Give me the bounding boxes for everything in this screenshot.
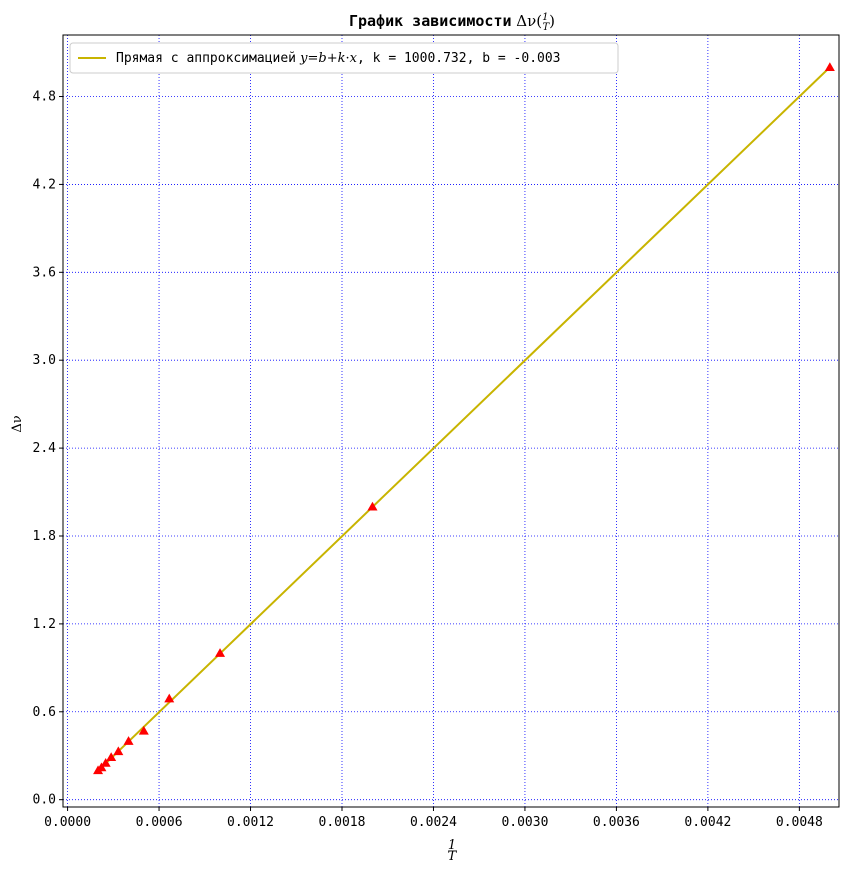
y-tick-label: 3.0 (33, 353, 56, 368)
y-axis-label: Δν (10, 415, 25, 432)
y-tick-label: 3.6 (33, 265, 56, 280)
data-point (215, 648, 226, 657)
x-tick-label: 0.0012 (227, 815, 274, 830)
y-tick-label: 1.8 (33, 529, 56, 544)
x-axis-label-numerator: 1 (448, 838, 456, 853)
x-axis-label: 1 T (448, 838, 458, 864)
chart-title: График зависимости Δν(1 T) (349, 12, 555, 33)
x-tick-label: 0.0048 (776, 815, 823, 830)
x-tick-label: 0.0024 (410, 815, 457, 830)
data-point (367, 501, 378, 511)
data-points (93, 62, 835, 775)
x-axis-label-denominator: T (448, 849, 458, 864)
x-tick-label: 0.0006 (136, 815, 183, 830)
y-axis-ticks: 0.0 0.6 1.2 1.8 2.4 3.0 3.6 4.2 4.8 (33, 90, 63, 808)
x-axis-ticks: 0.0000 0.0006 0.0012 0.0018 0.0024 0.0030 0.00… (44, 807, 823, 830)
data-point (164, 693, 175, 703)
data-point (100, 758, 111, 767)
data-point (123, 736, 134, 745)
x-tick-label: 0.0000 (44, 815, 91, 830)
plot-frame (62, 34, 840, 808)
x-tick-label: 0.0042 (684, 815, 731, 830)
y-tick-label: 2.4 (33, 441, 57, 456)
data-point (113, 746, 124, 756)
x-tick-label: 0.0030 (501, 815, 548, 830)
y-tick-label: 1.2 (33, 617, 56, 632)
legend-box (69, 42, 619, 74)
data-point (824, 62, 835, 71)
data-point (138, 725, 149, 735)
y-tick-label: 4.2 (33, 177, 56, 192)
x-tick-label: 0.0018 (319, 815, 366, 830)
x-tick-label: 0.0036 (593, 815, 640, 830)
y-tick-label: 0.6 (33, 705, 56, 720)
y-tick-label: 4.8 (33, 90, 56, 105)
data-point (106, 752, 117, 761)
grid (63, 35, 839, 807)
data-point (96, 762, 107, 772)
legend: Прямая с аппроксимацией y=b+k·x, k = 100… (69, 42, 619, 74)
legend-entry-fit: Прямая с аппроксимацией y=b+k·x, k = 100… (116, 51, 561, 66)
y-tick-label: 0.0 (33, 793, 56, 808)
